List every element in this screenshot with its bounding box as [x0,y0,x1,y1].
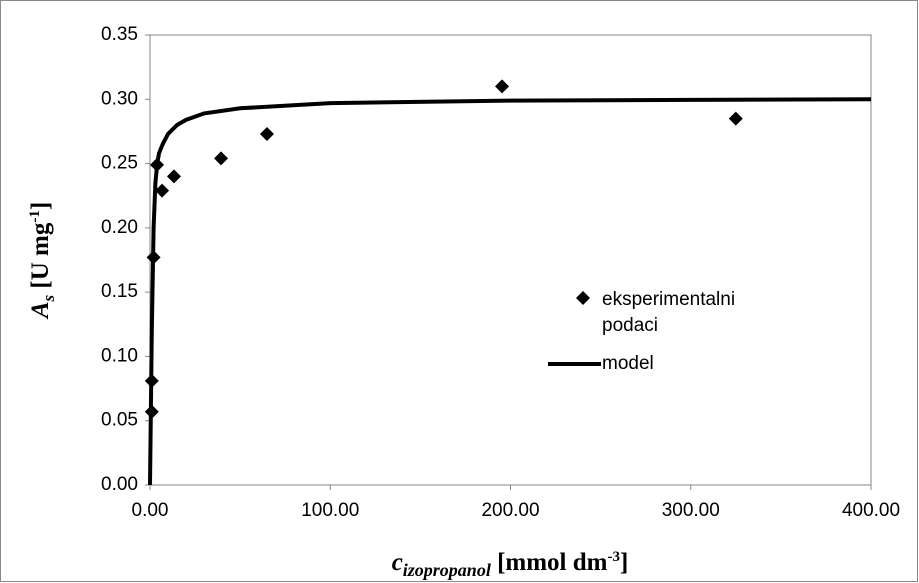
legend [548,291,601,366]
y-tick-label: 0.10 [101,345,138,366]
y-tick-label: 0.00 [101,474,138,495]
y-axis-title: As [U mg-1] [27,202,58,320]
x-tick-label: 200.00 [481,500,539,521]
x-title-end: ] [620,549,628,576]
y-tick-label: 0.30 [101,88,138,109]
legend-diamond [576,291,590,305]
legend-label: eksperimentalni podaci [602,289,736,336]
x-tick-label: 0.00 [132,500,169,521]
y-tick-label: 0.05 [101,410,138,431]
x-title-sub: izopropanol [403,560,491,580]
data-point [259,127,274,141]
data-point [495,79,510,94]
y-title-sub: s [39,294,58,302]
data-point [728,111,743,126]
model-line [148,97,872,486]
x-tick-label: 400.00 [842,500,900,521]
y-title-rest: [U mg [27,222,54,295]
y-tick-label: 0.25 [101,153,138,174]
y-tick-label: 0.35 [101,24,138,45]
data-point [214,151,229,166]
x-tick-label: 300.00 [662,500,720,521]
y-title-sup: -1 [27,210,43,223]
y-tick-label: 0.15 [101,281,138,302]
x-axis-title: cizopropanol [mmol dm-3] [392,549,629,580]
legend-label: model [602,353,654,374]
x-title-main: c [392,549,403,576]
data-point [166,169,181,184]
data-point [155,183,170,198]
y-tick-label: 0.20 [101,217,138,238]
x-title-sup: -3 [607,549,620,565]
x-title-rest: [mmol dm [491,549,608,576]
y-title-end: ] [27,202,54,210]
x-tick-label: 100.00 [301,500,359,521]
y-axis-title-text: As [U mg-1] [27,202,58,320]
y-title-main: A [27,301,54,320]
